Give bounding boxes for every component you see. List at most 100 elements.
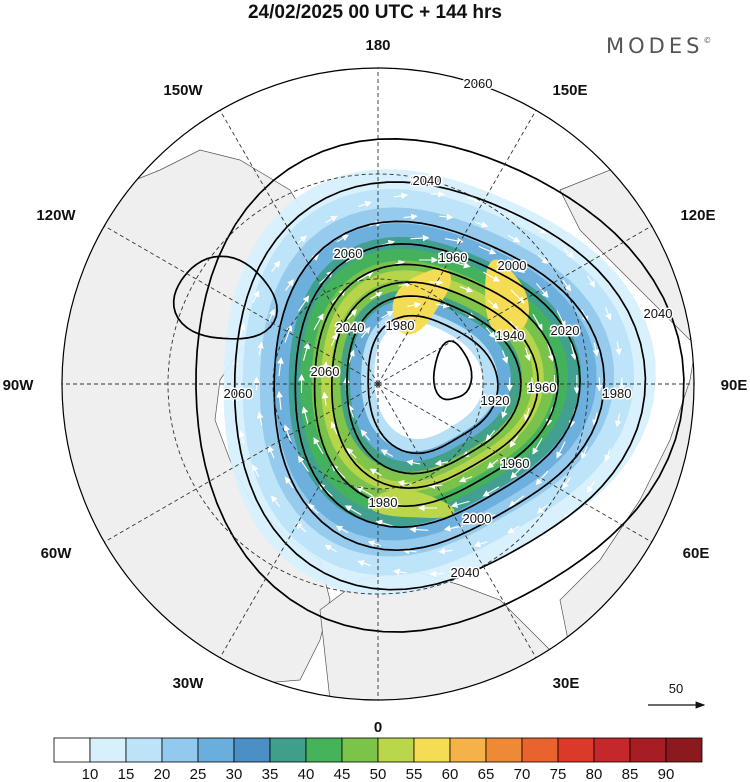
lon-label-60e: 60E bbox=[683, 545, 710, 562]
height-contour-2 bbox=[273, 220, 606, 552]
wind-vector bbox=[295, 235, 307, 246]
height-contour-min bbox=[432, 340, 473, 401]
lon-label-180: 180 bbox=[365, 37, 390, 54]
meridian-line bbox=[104, 383, 379, 543]
wind-vector bbox=[380, 449, 394, 457]
wind-vector bbox=[482, 486, 500, 497]
height-contour-4 bbox=[313, 263, 559, 508]
wind-vector bbox=[325, 215, 338, 224]
height-contour-3 bbox=[294, 243, 581, 529]
wind-vector bbox=[252, 290, 260, 303]
wind-reference-value: 50 bbox=[669, 681, 683, 696]
contour-label: 1980 bbox=[386, 318, 415, 333]
jet-shading-band-12 bbox=[374, 321, 484, 439]
wind-vector bbox=[586, 481, 595, 494]
colorbar-label: 35 bbox=[262, 766, 279, 782]
contour-label: 2040 bbox=[451, 565, 480, 580]
height-contour-7 bbox=[367, 314, 499, 455]
wind-vector bbox=[604, 448, 611, 462]
wind-reference: 50 bbox=[648, 681, 706, 709]
wind-vector bbox=[459, 286, 474, 293]
lon-label-120e: 120E bbox=[680, 207, 715, 224]
colorbar-label: 80 bbox=[586, 766, 603, 782]
wind-vector bbox=[562, 477, 571, 489]
colorbar: 10 15 20 25 30 35 40 45 50 55 60 65 70 75 80 85 90 bbox=[53, 737, 703, 782]
lon-label-90e: 90E bbox=[721, 377, 748, 394]
wind-vector bbox=[532, 313, 543, 331]
wind-vector bbox=[473, 540, 488, 548]
wind-vector bbox=[443, 525, 463, 532]
contour-label: 2040 bbox=[411, 173, 440, 188]
colorbar-swatch bbox=[341, 737, 379, 763]
wind-vector bbox=[322, 361, 329, 376]
wind-vector bbox=[439, 213, 454, 221]
map-title: 24/02/2025 00 UTC + 144 hrs bbox=[247, 2, 503, 23]
contour-label: 2000 bbox=[498, 258, 527, 273]
colorbar-label: 70 bbox=[514, 766, 531, 782]
colorbar-label: 45 bbox=[334, 766, 351, 782]
wind-vector bbox=[509, 435, 519, 448]
wind-vector bbox=[284, 324, 293, 343]
wind-vector bbox=[367, 540, 382, 547]
colorbar-label: 65 bbox=[478, 766, 495, 782]
wind-vector bbox=[403, 213, 418, 221]
wind-vector bbox=[451, 261, 471, 269]
wind-vector bbox=[510, 464, 525, 479]
modes-logo: MODES© bbox=[606, 34, 711, 58]
contour-label: 1960 bbox=[439, 250, 468, 265]
wind-vector bbox=[346, 447, 357, 459]
colorbar-swatch bbox=[233, 737, 271, 763]
wind-vector bbox=[507, 234, 521, 243]
colorbar-swatch bbox=[125, 737, 163, 763]
wind-vector bbox=[483, 271, 500, 282]
wind-vector bbox=[536, 504, 548, 514]
wind-vector bbox=[467, 196, 482, 203]
wind-vector bbox=[434, 459, 449, 467]
colorbar-label: 55 bbox=[406, 766, 423, 782]
lon-label-30w: 30W bbox=[173, 675, 205, 692]
wind-vector bbox=[375, 519, 395, 527]
colorbar-label: 20 bbox=[154, 766, 171, 782]
wind-vector bbox=[370, 291, 383, 300]
meridian-line bbox=[377, 225, 652, 385]
wind-vector bbox=[360, 326, 371, 338]
lon-label-150w: 150W bbox=[163, 82, 203, 99]
colorbar-swatch bbox=[413, 737, 451, 763]
wind-vector bbox=[297, 455, 309, 473]
wind-vector bbox=[356, 486, 373, 497]
wind-vector bbox=[369, 468, 382, 477]
height-contour-6 bbox=[346, 295, 522, 475]
colorbar-label: 15 bbox=[118, 766, 135, 782]
contour-label: 2060 bbox=[464, 76, 493, 91]
wind-vector bbox=[592, 412, 599, 427]
longitude-labels: 180 0 90W 90E 150W 120W 60W 30W 150E 120… bbox=[3, 37, 748, 736]
height-contour-high bbox=[172, 255, 278, 340]
height-contour-5 bbox=[330, 281, 540, 489]
contour-label: 1980 bbox=[369, 495, 398, 510]
wind-vector bbox=[295, 522, 307, 533]
wind-vector bbox=[466, 565, 481, 573]
wind-vector bbox=[524, 347, 531, 362]
lon-label-90w: 90W bbox=[3, 377, 35, 394]
wind-vector bbox=[509, 261, 525, 273]
wind-vector bbox=[537, 254, 549, 265]
contour-label-layer: 2060 2040 2060 2060 2040 2060 2040 1980 1960 1980… bbox=[222, 75, 674, 582]
wind-vector bbox=[407, 301, 422, 309]
contour-label: 1960 bbox=[501, 456, 530, 471]
wind-vector bbox=[532, 437, 543, 455]
wind-vector bbox=[313, 437, 324, 455]
wind-vector bbox=[301, 406, 309, 425]
colorbar-label: 60 bbox=[442, 766, 459, 782]
wind-vector bbox=[358, 200, 372, 208]
wind-vector bbox=[393, 192, 408, 200]
lon-label-0: 0 bbox=[374, 719, 382, 736]
contour-label: 2000 bbox=[463, 511, 492, 526]
colorbar-label: 50 bbox=[370, 766, 387, 782]
wind-vector bbox=[307, 503, 319, 514]
contour-label: 2040 bbox=[413, 173, 442, 188]
wind-vector bbox=[604, 307, 612, 321]
wind-vector bbox=[501, 405, 508, 419]
colorbar-swatch bbox=[377, 737, 415, 763]
wind-vector bbox=[534, 534, 547, 544]
height-contour-0 bbox=[195, 138, 685, 633]
